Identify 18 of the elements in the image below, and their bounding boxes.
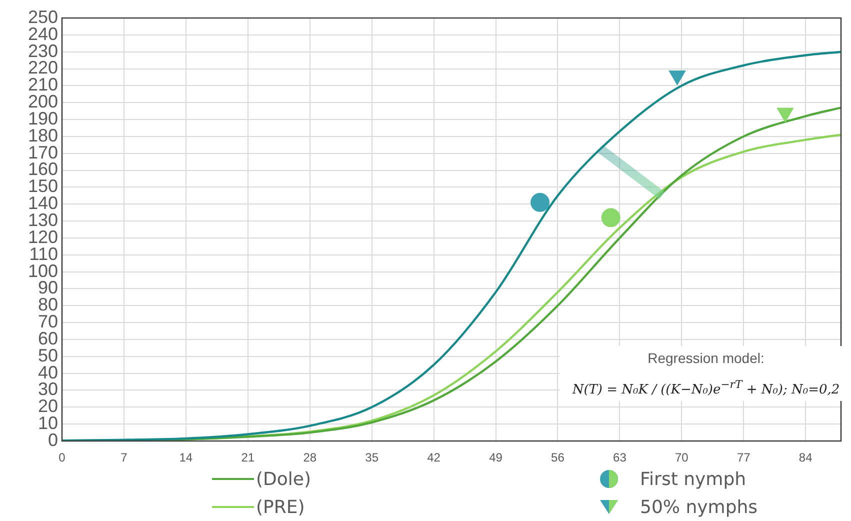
- x-tick-label: 70: [674, 450, 689, 465]
- x-tick-label: 42: [427, 450, 441, 465]
- x-tick-label: 77: [736, 450, 751, 465]
- x-tick-label: 49: [489, 450, 503, 465]
- legend-label: (Dole): [256, 468, 311, 490]
- x-tick-label: 7: [120, 450, 128, 465]
- x-tick-label: 84: [798, 450, 813, 465]
- legend-label: 50% nymphs: [640, 496, 758, 518]
- annotation: Regression model:: [646, 350, 766, 366]
- annotation: N(T) = N₀K / ((K−N₀)e$^{−rT}$ + N₀); N₀=0,2: [571, 378, 841, 398]
- legend-label: (PRE): [256, 496, 305, 518]
- x-tick-label: 63: [613, 450, 627, 465]
- legend-label: First nymph: [640, 468, 746, 490]
- x-tick-label: 28: [303, 450, 317, 465]
- x-tick-label: 14: [179, 450, 193, 465]
- x-tick-label: 21: [241, 450, 255, 465]
- x-tick-label: 35: [365, 450, 379, 465]
- x-tick-label: 56: [551, 450, 565, 465]
